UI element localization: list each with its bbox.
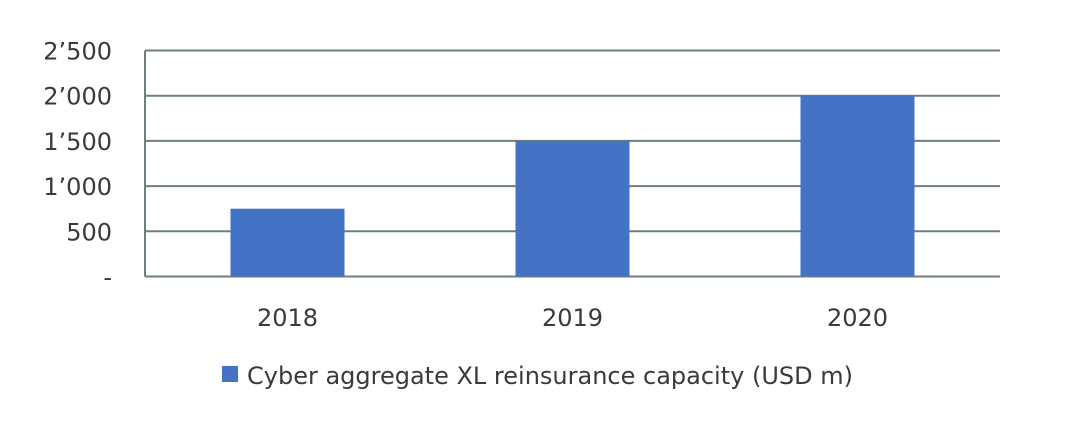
bar-2019 (515, 140, 630, 277)
y-tick-label: 2’000 (43, 83, 112, 111)
x-tick-label: 2018 (257, 304, 318, 332)
y-tick-label: 1’500 (43, 128, 112, 156)
legend: Cyber aggregate XL reinsurance capacity … (222, 362, 853, 390)
x-tick-label: 2019 (542, 304, 603, 332)
y-tick-label: 500 (66, 218, 112, 246)
bar-2020 (800, 95, 915, 277)
bar-2018 (230, 208, 345, 277)
y-tick-label: - (103, 264, 112, 292)
legend-swatch (222, 366, 238, 382)
x-tick-label: 2020 (827, 304, 888, 332)
legend-label: Cyber aggregate XL reinsurance capacity … (247, 362, 853, 390)
y-tick-label: 1’000 (43, 173, 112, 201)
y-tick-label: 2’500 (43, 38, 112, 66)
